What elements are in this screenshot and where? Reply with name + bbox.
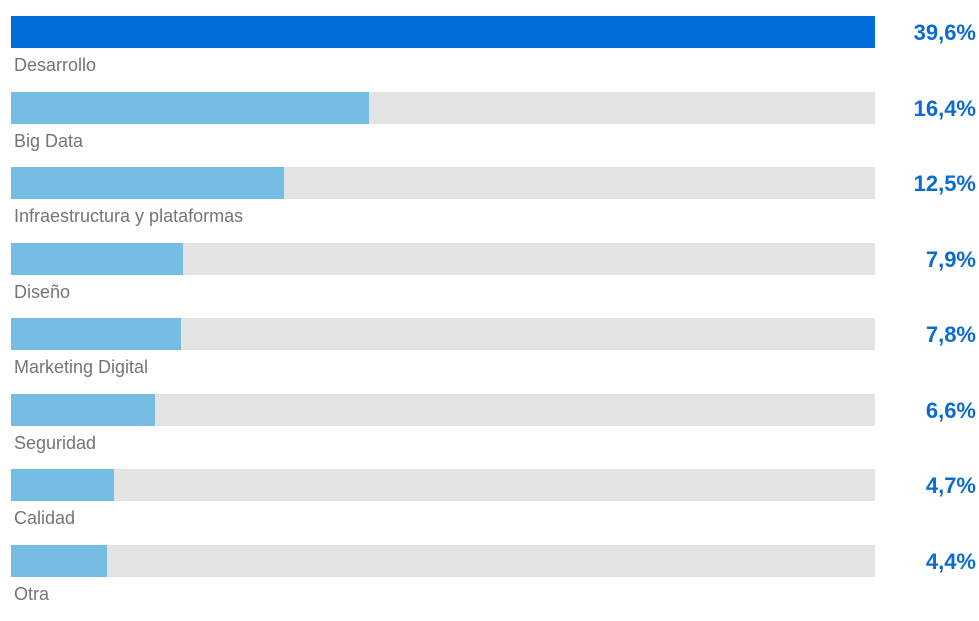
value-label: 4,7% — [925, 473, 976, 498]
bar-row: 6,6% Seguridad — [0, 394, 979, 470]
category-label: Calidad — [14, 508, 76, 528]
bar-track — [11, 318, 875, 350]
bar-track — [11, 16, 875, 48]
value-label: 39,6% — [913, 20, 976, 45]
category-label: Big Data — [14, 131, 84, 151]
category-label: Infraestructura y plataformas — [14, 206, 244, 226]
bar-track — [11, 469, 875, 501]
bar-row: 16,4% Big Data — [0, 92, 979, 168]
category-label: Diseño — [14, 282, 71, 302]
category-label: Otra — [14, 584, 50, 604]
bar-row: 39,6% Desarrollo — [0, 16, 979, 92]
bar-track — [11, 545, 875, 577]
bar — [11, 167, 284, 199]
bar — [11, 16, 875, 48]
bar-track — [11, 394, 875, 426]
value-label: 6,6% — [925, 398, 976, 423]
category-label: Seguridad — [14, 433, 97, 453]
bar — [11, 243, 183, 275]
value-label: 7,9% — [925, 247, 976, 272]
bar-row: 4,7% Calidad — [0, 469, 979, 545]
value-label: 4,4% — [925, 549, 976, 574]
bar — [11, 92, 369, 124]
bar-row: 12,5% Infraestructura y plataformas — [0, 167, 979, 243]
bar — [11, 545, 107, 577]
value-label: 7,8% — [925, 322, 976, 347]
bar-row: 7,8% Marketing Digital — [0, 318, 979, 394]
bar-row: 7,9% Diseño — [0, 243, 979, 319]
bar-row: 4,4% Otra — [0, 545, 979, 621]
bar — [11, 469, 114, 501]
bar-track — [11, 167, 875, 199]
value-label: 12,5% — [913, 171, 976, 196]
category-label: Desarrollo — [14, 55, 97, 75]
bar-track — [11, 243, 875, 275]
value-label: 16,4% — [913, 96, 976, 121]
category-label: Marketing Digital — [14, 357, 149, 377]
bar-track — [11, 92, 875, 124]
bar — [11, 394, 155, 426]
bar — [11, 318, 181, 350]
bar-chart: 39,6% Desarrollo 16,4% Big Data 12,5% Infraes… — [0, 16, 979, 604]
